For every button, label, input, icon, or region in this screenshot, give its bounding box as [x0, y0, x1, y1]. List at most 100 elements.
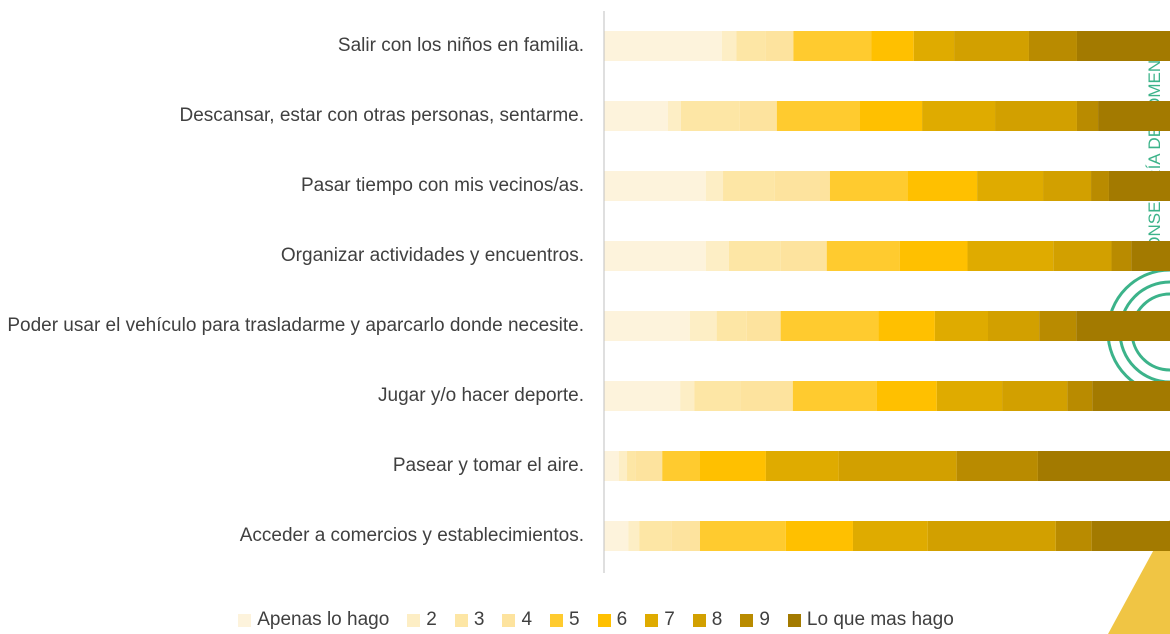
category-label-row: Jugar y/o hacer deporte. — [0, 361, 584, 431]
legend-label: Apenas lo hago — [257, 609, 390, 630]
bar-segment — [604, 171, 706, 201]
legend-swatch — [238, 613, 252, 627]
bar-segment — [604, 381, 681, 411]
bar-segment — [838, 451, 957, 481]
bar-segment — [604, 241, 706, 271]
bar-segment — [700, 451, 766, 481]
bar-segment — [705, 241, 729, 271]
legend-swatch — [787, 613, 801, 627]
bar-segment — [1108, 171, 1170, 201]
bar-segment — [716, 311, 747, 341]
bar-segment — [1131, 241, 1170, 271]
bar-segment — [826, 241, 900, 271]
bar-segment — [1037, 451, 1170, 481]
bar-segment — [746, 311, 781, 341]
bar-segment — [627, 451, 636, 481]
legend-item: 2 — [407, 609, 437, 631]
legend-label: 2 — [426, 609, 437, 630]
legend-item: Apenas lo hago — [238, 609, 389, 631]
bar-segment — [876, 381, 937, 411]
legend-item: 4 — [502, 609, 532, 631]
legend-label: 4 — [521, 609, 533, 630]
bar-segment — [671, 521, 700, 551]
bar-segment — [995, 101, 1077, 131]
legend-swatch — [692, 613, 706, 627]
bar-segment — [740, 381, 793, 411]
legend-label: 9 — [759, 609, 770, 630]
bar-segment — [694, 381, 741, 411]
bar-segment — [852, 521, 928, 551]
bar-segment — [1076, 311, 1170, 341]
category-label: Pasar tiempo con mis vecinos/as. — [300, 175, 584, 196]
bar-segment — [785, 521, 853, 551]
bar-segment — [689, 311, 717, 341]
bar-segment — [988, 311, 1040, 341]
legend-item: 5 — [550, 609, 580, 631]
legend: Apenas lo hago 2 3 4 5 6 7 8 9 Lo que mas hago — [0, 609, 1170, 631]
bar-segment — [967, 241, 1054, 271]
bar-segment — [680, 101, 740, 131]
category-label-row: Poder usar el vehículo para trasladarme … — [0, 291, 584, 361]
legend-item: 9 — [740, 609, 770, 631]
legend-item: Lo que mas hago — [787, 609, 954, 631]
bar-segment — [860, 101, 923, 131]
bar-segment — [1039, 311, 1077, 341]
side-annotation: CONSEJERÍA DE FOMENT — [1145, 49, 1164, 262]
bar-segment — [1076, 31, 1170, 61]
bar-segment — [792, 381, 877, 411]
category-label-row: Organizar actividades y encuentros. — [0, 221, 584, 291]
bar-segment — [736, 31, 766, 61]
bar-segment — [765, 31, 794, 61]
bar-segment — [1055, 521, 1092, 551]
bar-segment — [776, 101, 860, 131]
category-label: Salir con los niños en familia. — [337, 35, 584, 56]
bar-segment — [913, 31, 955, 61]
bar-segment — [936, 381, 1003, 411]
legend-swatch — [454, 613, 468, 627]
bar-segment — [934, 311, 988, 341]
legend-item: 8 — [692, 609, 722, 631]
bar-segment — [829, 171, 908, 201]
bar-segment — [1028, 31, 1077, 61]
category-label: Poder usar el vehículo para trasladarme … — [7, 315, 584, 336]
bar-segment — [618, 451, 628, 481]
legend-swatch — [502, 613, 516, 627]
bar-segment — [871, 31, 914, 61]
bar-segment — [680, 381, 695, 411]
bar-segment — [705, 171, 724, 201]
category-label: Descansar, estar con otras personas, sen… — [179, 105, 584, 126]
legend-swatch — [550, 613, 564, 627]
bar-segment — [728, 241, 781, 271]
bar-segment — [927, 521, 1056, 551]
bar-segment — [899, 241, 968, 271]
legend-item: 7 — [645, 609, 675, 631]
bar-segment — [793, 31, 872, 61]
bar-segment — [604, 451, 619, 481]
bar-segment — [604, 521, 629, 551]
bar-segment — [1098, 101, 1170, 131]
category-label: Pasear y tomar el aire. — [392, 455, 584, 476]
bar-segment — [780, 311, 879, 341]
legend-label: Lo que mas hago — [806, 609, 954, 630]
bar-segment — [774, 171, 830, 201]
bar-segment — [639, 521, 672, 551]
category-label-row: Pasar tiempo con mis vecinos/as. — [0, 151, 584, 221]
bar-segment — [700, 521, 786, 551]
bar-segment — [1092, 381, 1170, 411]
bar-segment — [908, 171, 978, 201]
bar-segment — [765, 451, 839, 481]
legend-label: 6 — [616, 609, 628, 630]
bar-segment — [1053, 241, 1112, 271]
bar-segment — [954, 31, 1029, 61]
legend-item: 3 — [454, 609, 485, 631]
bar-segment — [1091, 521, 1170, 551]
legend-label: 3 — [473, 609, 485, 630]
category-label: Jugar y/o hacer deporte. — [378, 385, 584, 406]
bar-segment — [1002, 381, 1068, 411]
bar-segment — [922, 101, 996, 131]
bar-segment — [977, 171, 1044, 201]
legend-swatch — [740, 613, 754, 627]
category-label: Organizar actividades y encuentros. — [280, 245, 584, 266]
